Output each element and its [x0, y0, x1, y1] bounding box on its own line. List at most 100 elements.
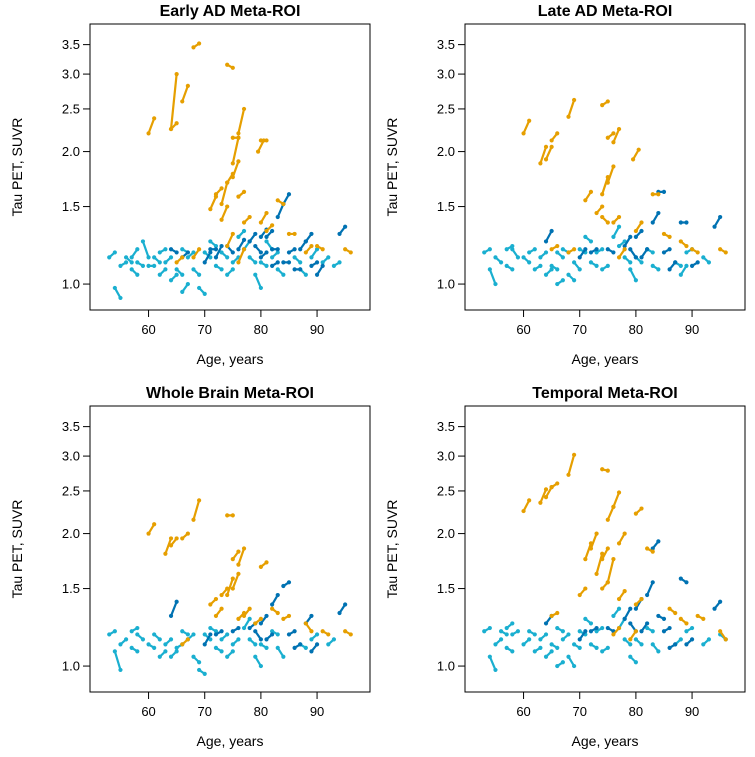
data-point — [549, 144, 554, 149]
data-point — [208, 207, 213, 212]
data-point — [135, 649, 140, 654]
data-point — [639, 506, 644, 511]
data-point — [281, 260, 286, 265]
data-point — [303, 250, 308, 255]
series-orange — [146, 41, 353, 265]
series-darkblue — [543, 539, 723, 650]
data-point — [258, 637, 263, 642]
data-point — [504, 247, 509, 252]
data-point — [180, 629, 185, 634]
data-point — [225, 272, 230, 277]
data-point — [275, 645, 280, 650]
data-point — [152, 255, 157, 260]
data-point — [163, 267, 168, 272]
data-point — [230, 649, 235, 654]
data-point — [560, 247, 565, 252]
data-point — [152, 522, 157, 527]
data-point — [213, 263, 219, 268]
data-point — [258, 642, 263, 647]
trajectory-line — [192, 499, 201, 521]
data-point — [633, 234, 638, 239]
trajectory-line — [181, 84, 189, 103]
data-point — [639, 642, 644, 647]
y-tick-label: 2.0 — [437, 144, 455, 159]
data-point — [343, 629, 348, 634]
data-point — [298, 260, 303, 265]
data-point — [258, 220, 263, 225]
data-point — [487, 247, 492, 252]
data-point — [718, 214, 723, 220]
data-point — [504, 632, 509, 637]
data-point — [264, 239, 269, 244]
data-point — [275, 632, 280, 637]
data-point — [292, 231, 297, 237]
data-point — [236, 571, 241, 576]
data-point — [549, 642, 554, 647]
data-point — [605, 99, 610, 104]
data-point — [202, 671, 207, 676]
data-point — [549, 263, 554, 268]
trajectory-line — [237, 107, 246, 135]
data-point — [135, 260, 140, 265]
data-point — [583, 198, 588, 203]
data-point — [510, 621, 515, 626]
data-point — [298, 247, 303, 252]
data-point — [163, 649, 168, 654]
data-point — [197, 498, 202, 503]
trajectory-line — [226, 577, 234, 597]
data-point — [723, 637, 728, 642]
data-point — [236, 135, 241, 140]
data-point — [555, 250, 560, 255]
data-point — [527, 498, 532, 503]
x-tick-label: 80 — [254, 322, 268, 337]
data-point — [543, 250, 549, 255]
x-tick-label: 60 — [516, 322, 530, 337]
series-darkblue — [543, 189, 723, 272]
data-point — [588, 239, 594, 244]
data-point — [253, 621, 258, 626]
trajectory-line — [488, 655, 497, 672]
data-point — [208, 602, 213, 607]
data-point — [605, 546, 610, 551]
data-point — [667, 247, 672, 252]
data-point — [135, 632, 140, 637]
data-point — [292, 645, 297, 650]
data-point — [230, 576, 235, 581]
data-point — [622, 255, 627, 260]
x-tick-label: 80 — [629, 322, 643, 337]
data-point — [482, 250, 487, 255]
data-point — [286, 231, 292, 237]
data-point — [191, 654, 196, 659]
data-point — [258, 250, 263, 255]
data-point — [337, 610, 342, 616]
data-point — [504, 645, 509, 650]
data-point — [197, 660, 202, 665]
data-point — [650, 546, 655, 551]
data-point — [645, 546, 650, 551]
data-point — [275, 198, 280, 203]
data-point — [543, 144, 549, 149]
data-point — [174, 267, 179, 272]
data-point — [180, 289, 185, 294]
series-darkblue — [168, 192, 348, 277]
data-point — [616, 596, 622, 602]
data-point — [258, 621, 263, 626]
data-point — [174, 71, 179, 77]
data-point — [230, 557, 235, 562]
data-point — [678, 616, 683, 621]
data-point — [152, 116, 157, 121]
data-point — [314, 260, 320, 265]
data-point — [247, 606, 252, 611]
data-point — [157, 637, 162, 642]
chart-title: Temporal Meta-ROI — [532, 385, 678, 402]
data-point — [600, 192, 605, 197]
data-point — [661, 629, 667, 634]
data-point — [588, 250, 594, 255]
data-point — [577, 629, 582, 634]
data-point — [504, 625, 509, 631]
data-point — [577, 637, 582, 642]
x-tick-label: 90 — [310, 704, 324, 719]
trajectory-line — [488, 268, 497, 286]
data-point — [286, 613, 292, 619]
data-point — [163, 260, 168, 265]
